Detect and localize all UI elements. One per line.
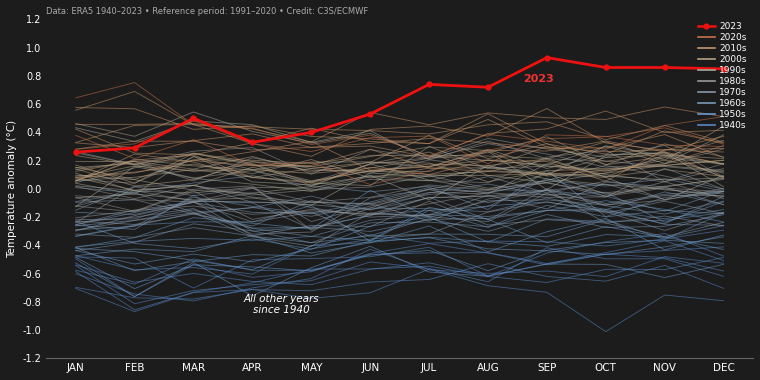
Text: 2023: 2023 xyxy=(524,74,554,84)
Y-axis label: Temperature anomaly (°C): Temperature anomaly (°C) xyxy=(7,120,17,258)
Text: All other years
since 1940: All other years since 1940 xyxy=(244,294,320,315)
Legend: 2023, 2020s, 2010s, 2000s, 1990s, 1980s, 1970s, 1960s, 1950s, 1940s: 2023, 2020s, 2010s, 2000s, 1990s, 1980s,… xyxy=(697,21,749,132)
Text: Data: ERA5 1940–2023 • Reference period: 1991–2020 • Credit: C3S/ECMWF: Data: ERA5 1940–2023 • Reference period:… xyxy=(46,7,369,16)
